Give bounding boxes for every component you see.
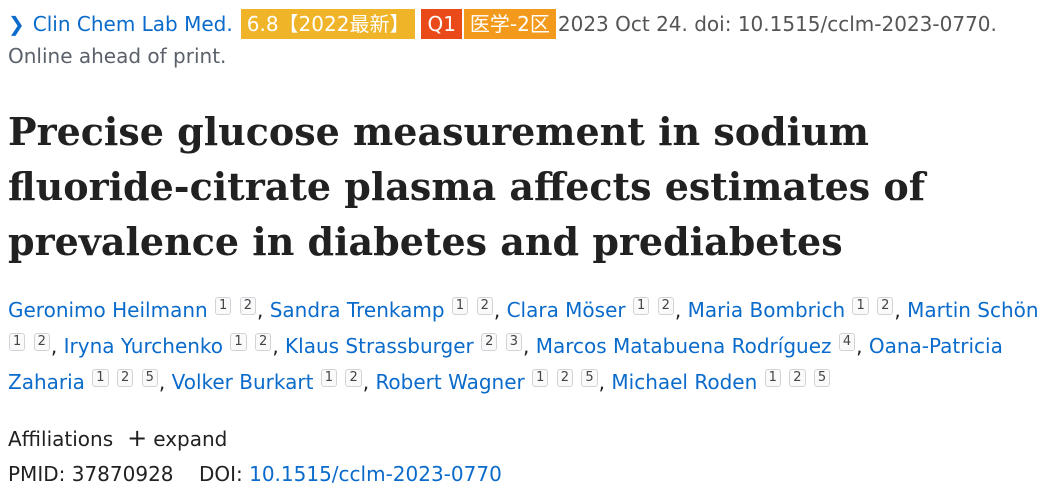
affiliation-number[interactable]: 4 xyxy=(838,333,856,352)
affiliation-number[interactable]: 2 xyxy=(33,333,50,352)
affiliation-number[interactable]: 1 xyxy=(532,369,549,388)
affiliation-number[interactable]: 1 xyxy=(92,369,109,388)
author-link[interactable]: Sandra Trenkamp xyxy=(269,298,445,322)
affiliation-number[interactable]: 2 xyxy=(877,297,894,316)
affiliation-number[interactable]: 5 xyxy=(581,369,598,388)
affiliation-number[interactable]: 2 xyxy=(255,333,272,352)
category-badge[interactable]: 医学-2区 xyxy=(463,9,556,39)
author-link[interactable]: Maria Bombrich xyxy=(687,298,846,322)
publication-date-doi: 2023 Oct 24. doi: 10.1515/cclm-2023-0770… xyxy=(557,12,997,36)
author-item: Sandra Trenkamp 1 2, xyxy=(269,297,507,322)
affiliation-number[interactable]: 2 xyxy=(556,369,574,388)
pmid-value: 37870928 xyxy=(71,462,174,486)
chevron-right-icon[interactable]: ❯ xyxy=(8,12,25,36)
expand-label[interactable]: expand xyxy=(153,427,228,451)
affiliation-number[interactable]: 2 xyxy=(657,297,674,316)
author-list: Geronimo Heilmann 1 2, Sandra Trenkamp 1… xyxy=(8,292,1048,400)
impact-factor-badge[interactable]: 6.8【2022最新】 xyxy=(240,9,416,39)
affiliations-toggle[interactable]: Affiliations + expand xyxy=(8,424,227,452)
doi-label: DOI: xyxy=(198,462,243,486)
affiliation-number[interactable]: 5 xyxy=(141,369,158,388)
author-item: Martin Schön 1 2, xyxy=(8,298,1039,358)
affiliation-number[interactable]: 1 xyxy=(9,333,26,352)
author-item: Oana-Patricia Zaharia 1 2 5, xyxy=(8,334,1003,394)
author-link[interactable]: Klaus Strassburger xyxy=(285,334,474,358)
author-link[interactable]: Volker Burkart xyxy=(171,370,314,394)
author-link[interactable]: Iryna Yurchenko xyxy=(63,334,224,358)
affiliation-number[interactable]: 1 xyxy=(852,297,869,316)
journal-link[interactable]: Clin Chem Lab Med. xyxy=(32,12,233,36)
citation-line: ❯ Clin Chem Lab Med. 6.8【2022最新】 Q1 医学-2区 202… xyxy=(8,8,997,40)
author-link[interactable]: Robert Wagner xyxy=(375,370,525,394)
author-link[interactable]: Geronimo Heilmann xyxy=(8,298,208,322)
author-item: Volker Burkart 1 2, xyxy=(171,369,376,394)
author-link[interactable]: Marcos Matabuena Rodríguez xyxy=(535,334,832,358)
affiliation-number[interactable]: 1 xyxy=(215,297,232,316)
affiliation-number[interactable]: 5 xyxy=(813,369,831,388)
affiliation-number[interactable]: 2 xyxy=(481,333,498,352)
quartile-badge[interactable]: Q1 xyxy=(421,9,462,39)
article-title: Precise glucose measurement in sodium fl… xyxy=(8,109,926,264)
author-item: Clara Möser 1 2, xyxy=(506,297,688,322)
identifiers: PMID: 37870928 DOI: 10.1515/cclm-2023-07… xyxy=(8,462,502,486)
affiliation-number[interactable]: 2 xyxy=(476,297,493,316)
author-link[interactable]: Martin Schön xyxy=(907,298,1039,322)
author-item: Klaus Strassburger 2 3, xyxy=(285,333,536,358)
affiliation-number[interactable]: 1 xyxy=(230,333,247,352)
plus-icon[interactable]: + xyxy=(127,424,148,452)
author-item: Robert Wagner 1 2 5, xyxy=(375,369,612,394)
affiliation-number[interactable]: 1 xyxy=(451,297,469,316)
affiliation-number[interactable]: 1 xyxy=(764,369,781,388)
affiliation-number[interactable]: 2 xyxy=(239,297,256,316)
affiliation-number[interactable]: 3 xyxy=(505,333,523,352)
affiliation-number[interactable]: 2 xyxy=(116,369,134,388)
author-link[interactable]: Michael Roden xyxy=(611,370,758,394)
affiliation-number[interactable]: 1 xyxy=(632,297,650,316)
affiliation-number[interactable]: 2 xyxy=(789,369,806,388)
author-item: Geronimo Heilmann 1 2, xyxy=(8,297,270,322)
author-item: Marcos Matabuena Rodríguez 4, xyxy=(535,333,869,358)
author-item: Maria Bombrich 1 2, xyxy=(687,297,908,322)
affiliation-number[interactable]: 1 xyxy=(320,369,338,388)
publication-status: Online ahead of print. xyxy=(8,44,227,68)
affiliations-label: Affiliations xyxy=(8,427,114,451)
author-item: Michael Roden 1 2 5 xyxy=(611,369,831,394)
author-link[interactable]: Clara Möser xyxy=(506,298,626,322)
author-item: Iryna Yurchenko 1 2, xyxy=(63,333,286,358)
affiliation-number[interactable]: 2 xyxy=(345,369,362,388)
pmid-label: PMID: xyxy=(8,462,66,486)
author-link[interactable]: Oana-Patricia Zaharia xyxy=(8,334,1003,394)
doi-link[interactable]: 10.1515/cclm-2023-0770 xyxy=(249,462,502,486)
